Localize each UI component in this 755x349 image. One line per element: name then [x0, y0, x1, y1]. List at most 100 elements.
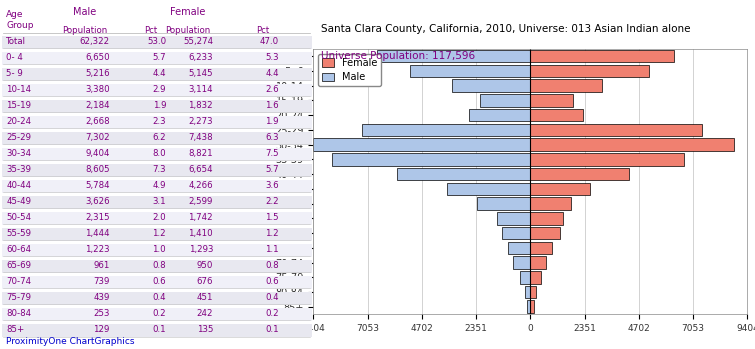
- Bar: [2, 148, 312, 161]
- Text: 1.6: 1.6: [265, 101, 279, 110]
- Bar: [2, 244, 312, 257]
- Text: 62,322: 62,322: [79, 37, 109, 46]
- Text: 6,650: 6,650: [85, 53, 109, 62]
- Bar: [530, 139, 734, 151]
- Text: 55-59: 55-59: [6, 229, 31, 238]
- Text: 5,784: 5,784: [85, 181, 109, 190]
- Bar: [530, 286, 536, 298]
- Text: 4.9: 4.9: [153, 181, 166, 190]
- Text: 35-39: 35-39: [6, 165, 31, 174]
- Bar: [528, 300, 530, 313]
- Text: 0.6: 0.6: [265, 277, 279, 286]
- Text: Population: Population: [62, 26, 107, 35]
- Text: 4.4: 4.4: [153, 69, 166, 78]
- Text: 55,274: 55,274: [183, 37, 213, 46]
- Text: 6.2: 6.2: [153, 133, 166, 142]
- Bar: [502, 227, 530, 239]
- Bar: [508, 242, 530, 254]
- Bar: [2, 164, 312, 177]
- Text: 1,223: 1,223: [85, 245, 109, 254]
- Text: 2,273: 2,273: [189, 117, 213, 126]
- Bar: [530, 65, 649, 77]
- Bar: [530, 109, 583, 121]
- Text: 5.7: 5.7: [265, 165, 279, 174]
- Bar: [530, 197, 571, 210]
- Bar: [2, 292, 312, 305]
- Bar: [2, 116, 312, 129]
- Bar: [362, 124, 530, 136]
- Bar: [530, 80, 602, 92]
- Text: 0.4: 0.4: [265, 293, 279, 302]
- Bar: [520, 271, 530, 283]
- Text: 7.3: 7.3: [153, 165, 166, 174]
- Text: 20-24: 20-24: [6, 117, 32, 126]
- Text: 961: 961: [94, 261, 109, 270]
- Bar: [2, 36, 312, 49]
- Text: 47.0: 47.0: [260, 37, 279, 46]
- Text: 2.9: 2.9: [153, 85, 166, 94]
- Text: Pct: Pct: [257, 26, 270, 35]
- Text: 3,380: 3,380: [85, 85, 109, 94]
- Text: 25-29: 25-29: [6, 133, 31, 142]
- Bar: [477, 197, 530, 210]
- Text: 5,216: 5,216: [85, 69, 109, 78]
- Text: 451: 451: [196, 293, 213, 302]
- Bar: [497, 212, 530, 225]
- Text: 10-14: 10-14: [6, 85, 32, 94]
- Text: 0.2: 0.2: [153, 309, 166, 318]
- Bar: [530, 168, 629, 180]
- Bar: [410, 65, 530, 77]
- Text: 2,315: 2,315: [85, 213, 109, 222]
- Text: 65-69: 65-69: [6, 261, 31, 270]
- Bar: [2, 132, 312, 145]
- Text: 1.0: 1.0: [153, 245, 166, 254]
- Text: 2,184: 2,184: [85, 101, 109, 110]
- Bar: [2, 324, 312, 337]
- Text: 70-74: 70-74: [6, 277, 32, 286]
- Text: 3,114: 3,114: [189, 85, 213, 94]
- Text: 30-34: 30-34: [6, 149, 32, 158]
- Text: 80-84: 80-84: [6, 309, 32, 318]
- Text: Santa Clara County, California, 2010, Universe: 013 Asian Indian alone: Santa Clara County, California, 2010, Un…: [321, 24, 690, 35]
- Bar: [2, 212, 312, 225]
- Bar: [377, 50, 530, 62]
- Text: 2.3: 2.3: [153, 117, 166, 126]
- Text: 3.1: 3.1: [153, 197, 166, 206]
- Legend: Female, Male: Female, Male: [318, 54, 381, 86]
- Bar: [530, 242, 553, 254]
- Text: 739: 739: [94, 277, 109, 286]
- Text: 676: 676: [196, 277, 213, 286]
- Text: 8,605: 8,605: [85, 165, 109, 174]
- Text: 0.2: 0.2: [265, 309, 279, 318]
- Text: 1,444: 1,444: [85, 229, 109, 238]
- Text: 1,410: 1,410: [189, 229, 213, 238]
- Bar: [530, 153, 684, 166]
- Text: 1,832: 1,832: [189, 101, 213, 110]
- Text: 40-44: 40-44: [6, 181, 32, 190]
- Text: 5.7: 5.7: [153, 53, 166, 62]
- Text: 15-19: 15-19: [6, 101, 31, 110]
- Text: Age
Group: Age Group: [6, 10, 34, 30]
- Text: Pct: Pct: [143, 26, 157, 35]
- Bar: [447, 183, 530, 195]
- Text: Universe Population: 117,596: Universe Population: 117,596: [321, 51, 475, 61]
- Text: 2.0: 2.0: [153, 213, 166, 222]
- Bar: [480, 94, 530, 107]
- Text: 439: 439: [94, 293, 109, 302]
- Text: 0.4: 0.4: [153, 293, 166, 302]
- Text: 242: 242: [196, 309, 213, 318]
- Text: 2,599: 2,599: [189, 197, 213, 206]
- Bar: [2, 228, 312, 241]
- Text: 60-64: 60-64: [6, 245, 32, 254]
- Text: 2,668: 2,668: [85, 117, 109, 126]
- Text: Population: Population: [165, 26, 211, 35]
- Text: 7,302: 7,302: [85, 133, 109, 142]
- Text: 3.6: 3.6: [265, 181, 279, 190]
- Text: 1,293: 1,293: [189, 245, 213, 254]
- Text: 7,438: 7,438: [189, 133, 213, 142]
- Text: 2.2: 2.2: [265, 197, 279, 206]
- Text: 2.6: 2.6: [265, 85, 279, 94]
- Text: 1.9: 1.9: [265, 117, 279, 126]
- Bar: [530, 50, 674, 62]
- Text: 1.9: 1.9: [153, 101, 166, 110]
